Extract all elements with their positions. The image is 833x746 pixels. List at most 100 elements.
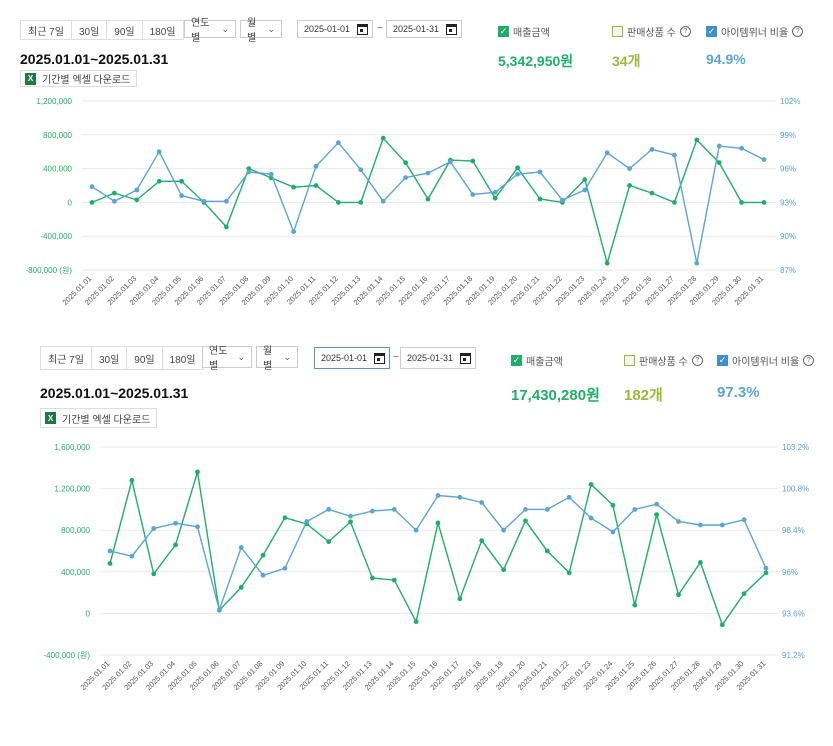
- sales-point: [588, 482, 594, 487]
- sales-panel-2: 최근 7일 30일 90일 180일 연도별 ⌄ 월별 ⌄ 2025-01-01 ~…: [0, 330, 833, 746]
- period-select[interactable]: 월별 ⌄: [240, 18, 282, 44]
- checkbox-empty-icon[interactable]: [612, 26, 623, 37]
- calendar-icon[interactable]: [357, 23, 368, 35]
- excel-icon: X: [45, 412, 56, 424]
- date-to-field[interactable]: 2025-01-31: [400, 347, 476, 369]
- product-count: 182개: [624, 387, 663, 404]
- count-checkbox[interactable]: 판매상품 수 ?: [612, 24, 691, 39]
- excel-download-button[interactable]: X 기간별 엑셀 다운로드: [20, 70, 138, 87]
- check-icon[interactable]: ✓: [511, 355, 522, 366]
- y-left-tick-label: 400,000: [43, 165, 72, 174]
- winner-ratio-point: [610, 529, 616, 535]
- winner-ratio-point: [515, 171, 520, 177]
- sales-point: [179, 178, 185, 184]
- sales-point: [523, 518, 528, 524]
- sales-point: [632, 602, 638, 608]
- sales-point: [358, 200, 364, 205]
- quick-30d-button[interactable]: 30일: [71, 21, 108, 39]
- sales-point: [403, 160, 408, 166]
- winner-ratio-point: [201, 198, 207, 204]
- ratio-checkbox[interactable]: ✓ 아이템위너 비율 ?: [717, 353, 815, 368]
- period-select-value: 월별: [247, 18, 257, 44]
- winner-ratio-point: [326, 507, 332, 512]
- calendar-icon[interactable]: [446, 23, 457, 35]
- period-select-value: 월별: [263, 346, 273, 372]
- unit-select[interactable]: 연도별 ⌄: [202, 346, 252, 372]
- quick-7d-button[interactable]: 최근 7일: [21, 21, 72, 39]
- sales-point: [134, 197, 140, 203]
- winner-ratio-point: [173, 520, 179, 526]
- y-left-tick-label: -800,000 (원): [26, 266, 73, 275]
- quick-180d-button[interactable]: 180일: [142, 21, 183, 39]
- sales-checkbox[interactable]: ✓ 매출금액: [498, 24, 550, 39]
- quick-180d-button[interactable]: 180일: [162, 347, 203, 369]
- ratio-checkbox-label: 아이템위너 비율: [721, 28, 789, 39]
- sales-point: [610, 502, 616, 508]
- winner-ratio-point: [649, 147, 655, 152]
- winner-ratio-point: [761, 157, 767, 162]
- sales-point: [391, 577, 397, 583]
- check-icon[interactable]: ✓: [717, 355, 728, 366]
- sales-point: [501, 567, 506, 573]
- unit-select-value: 연도별: [191, 18, 210, 44]
- y-left-tick-label: 0: [68, 198, 73, 207]
- winner-ratio-point: [268, 171, 274, 177]
- sales-point: [224, 224, 229, 230]
- ratio-checkbox[interactable]: ✓ 아이템위너 비율 ?: [706, 24, 804, 39]
- y-right-tick-label: 93.6%: [782, 609, 805, 618]
- count-checkbox[interactable]: 판매상품 수 ?: [624, 353, 703, 368]
- quick-7d-button[interactable]: 최근 7일: [41, 347, 92, 369]
- date-from-field[interactable]: 2025-01-01: [314, 347, 390, 369]
- date-to-field[interactable]: 2025-01-31: [386, 20, 462, 38]
- y-left-tick-label: 1,600,000: [54, 443, 90, 452]
- sales-panel-1: 최근 7일 30일 90일 180일 연도별 ⌄ 월별 ⌄ 2025-01-01 ~…: [0, 0, 833, 320]
- sales-point: [326, 539, 332, 545]
- winner-ratio-point: [676, 519, 681, 524]
- sales-point: [380, 135, 386, 141]
- quick-90d-button[interactable]: 90일: [107, 21, 143, 39]
- date-from-field[interactable]: 2025-01-01: [297, 20, 373, 38]
- sales-total: 5,342,950원: [498, 53, 574, 69]
- period-select[interactable]: 월별 ⌄: [256, 346, 298, 372]
- unit-select[interactable]: 연도별 ⌄: [184, 18, 236, 44]
- help-icon[interactable]: ?: [691, 355, 703, 366]
- quick-30d-button[interactable]: 30일: [91, 347, 128, 369]
- help-icon[interactable]: ?: [792, 26, 804, 37]
- unit-select-value: 연도별: [209, 346, 228, 372]
- y-left-tick-label: 0: [86, 609, 91, 618]
- check-icon[interactable]: ✓: [706, 26, 717, 37]
- winner-ratio-point: [582, 187, 588, 193]
- winner-ratio: 94.9%: [706, 51, 746, 67]
- sales-point: [537, 196, 543, 202]
- winner-ratio-point: [224, 198, 229, 204]
- winner-ratio-point: [403, 175, 408, 181]
- calendar-icon[interactable]: [460, 352, 471, 364]
- winner-ratio-point: [537, 169, 543, 175]
- y-left-tick-label: 1,200,000: [54, 485, 90, 494]
- help-icon[interactable]: ?: [803, 355, 815, 366]
- chevron-down-icon: ⌄: [237, 351, 245, 362]
- sales-point: [129, 477, 135, 483]
- sales-point: [741, 591, 747, 597]
- winner-ratio-point: [698, 522, 703, 528]
- winner-ratio-point: [448, 159, 453, 165]
- checkbox-empty-icon[interactable]: [624, 355, 635, 366]
- sales-checkbox-label: 매출금액: [526, 357, 563, 368]
- sales-point: [492, 195, 498, 201]
- winner-ratio-point: [134, 187, 140, 193]
- sales-point: [112, 190, 117, 196]
- excel-download-button[interactable]: X 기간별 엑셀 다운로드: [40, 408, 158, 428]
- sales-checkbox[interactable]: ✓ 매출금액: [511, 353, 563, 368]
- winner-ratio-point: [129, 553, 135, 559]
- excel-icon: X: [25, 72, 36, 85]
- calendar-icon[interactable]: [374, 352, 385, 364]
- help-icon[interactable]: ?: [679, 26, 691, 37]
- winner-ratio-point: [313, 163, 319, 169]
- sales-point: [282, 515, 288, 521]
- winner-ratio-point: [156, 149, 162, 155]
- winner-ratio-point: [604, 150, 610, 156]
- check-icon[interactable]: ✓: [498, 26, 509, 37]
- quick-90d-button[interactable]: 90일: [127, 347, 163, 369]
- sales-point: [479, 538, 485, 543]
- winner-ratio-point: [694, 260, 700, 266]
